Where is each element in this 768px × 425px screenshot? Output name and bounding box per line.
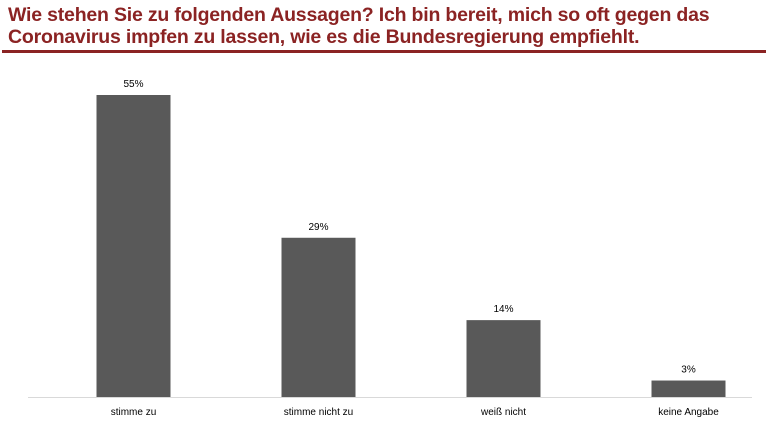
category-label: keine Angabe (658, 407, 719, 418)
bar-1 (281, 237, 356, 397)
chart-title: Wie stehen Sie zu folgenden Aussagen? Ic… (8, 4, 768, 48)
bar-2 (466, 320, 541, 397)
category-label: weiß nicht (480, 407, 526, 418)
data-label: 14% (493, 304, 513, 315)
title-line-2: Coronavirus impfen zu lassen, wie es die… (8, 26, 640, 48)
category-label: stimme zu (111, 407, 157, 418)
category-label: stimme nicht zu (284, 407, 353, 418)
bar-3 (651, 380, 726, 397)
data-label: 29% (308, 222, 328, 233)
bar-0 (96, 95, 171, 397)
data-label: 55% (123, 79, 143, 90)
data-label: 3% (681, 365, 696, 376)
title-line-1: Wie stehen Sie zu folgenden Aussagen? Ic… (8, 4, 710, 26)
title-underline (2, 50, 766, 53)
